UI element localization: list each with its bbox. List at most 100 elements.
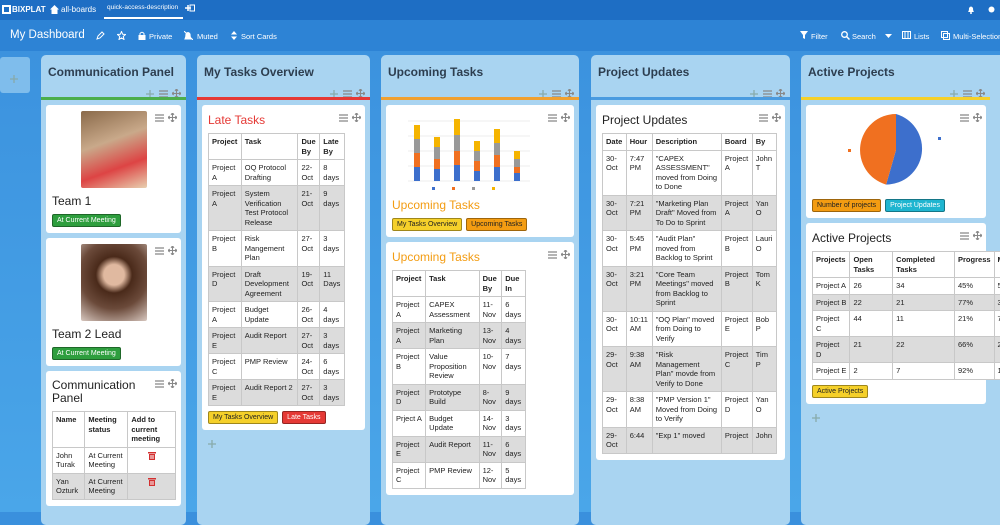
drag-handle[interactable]	[565, 85, 574, 94]
labels: My Tasks Overview Late Tasks	[208, 411, 359, 424]
card-title: Active Projects	[812, 231, 980, 245]
add-card[interactable]	[812, 409, 821, 418]
search-dropdown[interactable]	[885, 34, 892, 38]
drag-handle[interactable]	[776, 85, 785, 94]
list-menu[interactable]	[343, 85, 352, 94]
logo[interactable]: BIXPLAT	[12, 5, 46, 14]
privacy[interactable]: Private	[149, 32, 172, 41]
add-card[interactable]	[146, 85, 155, 94]
table-cell: 7:47 PM	[626, 150, 652, 195]
label[interactable]: My Tasks Overview	[392, 218, 462, 231]
card-menu[interactable]	[759, 109, 768, 118]
card-menu[interactable]	[548, 109, 557, 118]
labels: At Current Meeting	[52, 347, 175, 360]
drag-handle[interactable]	[172, 85, 181, 94]
add-card[interactable]	[539, 85, 548, 94]
label[interactable]: Project Updates	[885, 199, 945, 212]
card-menu[interactable]	[548, 246, 557, 255]
add-list-button[interactable]	[0, 57, 30, 93]
drag-handle[interactable]	[973, 109, 982, 118]
table-cell: Risk Mangement Plan	[241, 231, 298, 267]
drag-handle[interactable]	[772, 109, 781, 118]
card[interactable]: Team 1 At Current Meeting	[46, 105, 181, 233]
multi-selection[interactable]: Multi-Selection	[953, 32, 1000, 41]
board-link[interactable]: all-boards	[61, 5, 96, 14]
search[interactable]: Search	[852, 32, 876, 41]
label[interactable]: Active Projects	[812, 385, 868, 398]
list-menu[interactable]	[963, 85, 972, 94]
add-card[interactable]	[208, 435, 217, 444]
table-cell: 5 days	[502, 462, 526, 488]
list-menu[interactable]	[552, 85, 561, 94]
tab[interactable]: quick-access-description	[107, 4, 178, 11]
label[interactable]: Late Tasks	[282, 411, 325, 424]
table-cell: 4 days	[320, 302, 345, 328]
drag-handle[interactable]	[352, 109, 361, 118]
list-menu[interactable]	[763, 85, 772, 94]
card-menu[interactable]	[960, 227, 969, 236]
label[interactable]: At Current Meeting	[52, 214, 121, 227]
drag-handle[interactable]	[561, 246, 570, 255]
label[interactable]: Upcoming Tasks	[466, 218, 527, 231]
add-to-meeting-button[interactable]	[148, 453, 156, 462]
table-cell: 30-Oct	[603, 150, 627, 195]
drag-handle[interactable]	[976, 85, 985, 94]
drag-handle[interactable]	[561, 109, 570, 118]
user-icon[interactable]	[988, 6, 995, 13]
add-card[interactable]	[330, 85, 339, 94]
label[interactable]: Number of projects	[812, 199, 881, 212]
star-icon[interactable]	[117, 31, 126, 40]
add-tab-icon[interactable]	[185, 4, 195, 13]
muted[interactable]: Muted	[197, 32, 218, 41]
table-cell: PMP Review	[241, 354, 298, 380]
card-menu[interactable]	[155, 375, 164, 384]
label[interactable]: My Tasks Overview	[208, 411, 278, 424]
card-title: Project Updates	[602, 113, 779, 127]
sort-cards[interactable]: Sort Cards	[241, 32, 277, 41]
drag-handle[interactable]	[168, 375, 177, 384]
drag-handle[interactable]	[168, 242, 177, 251]
add-card[interactable]	[750, 85, 759, 94]
filter[interactable]: Filter	[811, 32, 828, 41]
drag-handle[interactable]	[973, 227, 982, 236]
card-menu[interactable]	[960, 109, 969, 118]
card[interactable]: Number of projects Project Updates	[806, 105, 986, 218]
multi-select-icon	[941, 31, 950, 40]
edit-icon[interactable]	[96, 31, 105, 40]
card-menu[interactable]	[155, 109, 164, 118]
drag-handle[interactable]	[356, 85, 365, 94]
lists-view[interactable]: Lists	[914, 32, 929, 41]
add-to-meeting-button[interactable]	[148, 479, 156, 488]
home-icon[interactable]	[50, 5, 59, 14]
add-card[interactable]	[950, 85, 959, 94]
drag-handle[interactable]	[168, 109, 177, 118]
table-cell: Audit Report 2	[241, 380, 298, 406]
list-menu[interactable]	[159, 85, 168, 94]
list-actions	[750, 85, 785, 94]
label[interactable]: At Current Meeting	[52, 347, 121, 360]
card-menu[interactable]	[155, 242, 164, 251]
table-cell: 27-Oct	[298, 231, 320, 267]
notification-icon[interactable]	[967, 5, 975, 14]
card[interactable]: Team 2 Lead At Current Meeting	[46, 238, 181, 366]
card-menu[interactable]	[339, 109, 348, 118]
table-cell: Project D	[813, 337, 850, 363]
table-cell: 19-Oct	[298, 266, 320, 302]
